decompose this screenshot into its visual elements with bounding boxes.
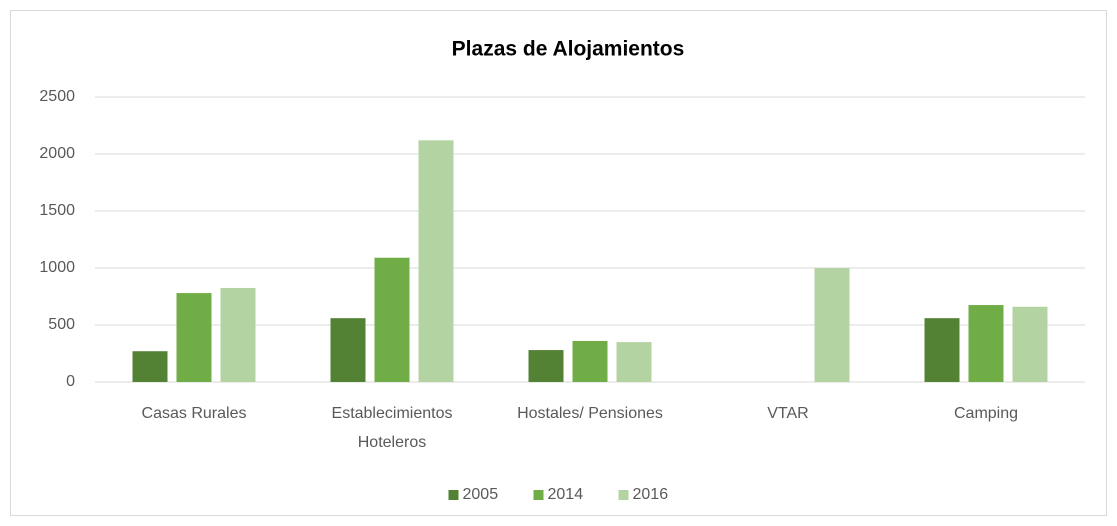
legend-swatch	[533, 490, 544, 500]
legend-label: 2014	[548, 486, 584, 503]
bar	[330, 318, 366, 382]
x-tick-label: Camping	[954, 405, 1018, 422]
chart-border	[10, 10, 1107, 516]
y-tick-label: 1000	[39, 259, 75, 276]
bar	[220, 287, 256, 382]
x-tick-label: Hostales/ Pensiones	[517, 405, 663, 422]
bar	[374, 257, 410, 382]
legend-swatch	[448, 490, 459, 500]
bar	[616, 342, 652, 382]
x-tick-label: VTAR	[767, 405, 808, 422]
bar	[528, 350, 564, 382]
legend-label: 2016	[633, 486, 669, 503]
y-tick-label: 500	[48, 316, 75, 333]
y-tick-label: 1500	[39, 202, 75, 219]
chart-title: Plazas de Alojamientos	[452, 38, 685, 61]
y-tick-label: 2500	[39, 88, 75, 105]
bar	[1012, 306, 1048, 382]
y-tick-label: 0	[66, 373, 75, 390]
bar	[814, 268, 850, 382]
bar	[176, 293, 212, 382]
bar	[132, 351, 168, 382]
bar	[924, 318, 960, 382]
bar	[572, 340, 608, 382]
legend-swatch	[618, 490, 629, 500]
bar	[418, 140, 454, 382]
y-tick-label: 2000	[39, 145, 75, 162]
bar	[968, 305, 1004, 382]
legend-label: 2005	[463, 486, 499, 503]
x-tick-label: Casas Rurales	[142, 405, 247, 422]
x-tick-label: Establecimientos Hoteleros	[332, 405, 453, 451]
